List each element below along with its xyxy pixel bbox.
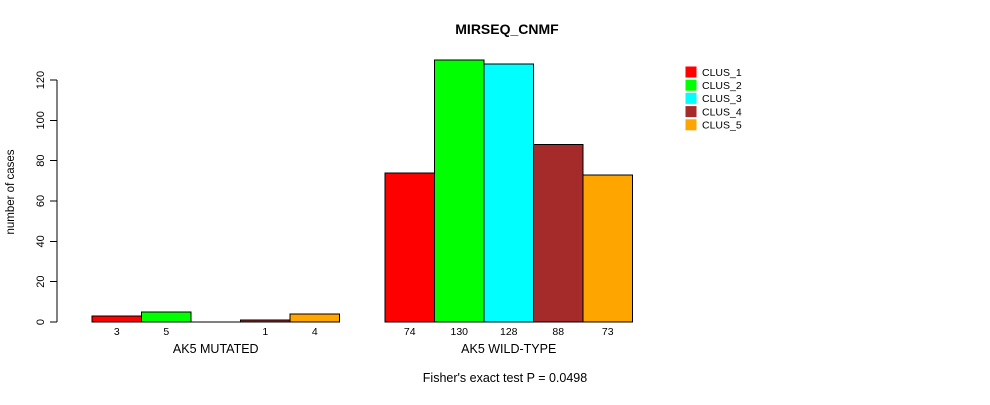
bar-value-label: 130 — [450, 326, 468, 338]
y-tick-label: 40 — [35, 235, 47, 247]
bar-clus-1 — [384, 172, 435, 323]
bar-value-label: 74 — [404, 326, 416, 338]
y-tick-label: 60 — [35, 195, 47, 207]
fisher-test-annotation: Fisher's exact test P = 0.0498 — [423, 371, 587, 385]
legend-swatch-clus-5 — [685, 119, 697, 131]
group-label: AK5 MUTATED — [173, 342, 259, 356]
bar-clus-2 — [434, 59, 485, 323]
x-axis-group-labels: AK5 MUTATED AK5 WILD-TYPE — [173, 342, 556, 356]
y-axis-label: number of cases — [5, 149, 17, 234]
legend-label: CLUS_2 — [702, 80, 742, 92]
legend-swatch-clus-4 — [685, 106, 697, 118]
legend-label: CLUS_1 — [702, 67, 742, 79]
legend-label: CLUS_5 — [702, 120, 742, 132]
bar-series — [91, 59, 633, 323]
legend-label: CLUS_3 — [702, 93, 742, 105]
y-axis: 0 20 40 60 80 100 120 — [35, 71, 58, 325]
bar-value-labels: 3 5 1 4 74 130 128 88 73 — [114, 326, 614, 338]
group-label: AK5 WILD-TYPE — [461, 342, 556, 356]
bar-value-label: 128 — [500, 326, 518, 338]
bar-clus-3 — [483, 63, 534, 323]
bar-clus-2 — [141, 311, 192, 323]
bar-clus-5 — [582, 174, 633, 323]
bar-clus-5 — [289, 313, 340, 323]
bar-clus-4 — [240, 319, 291, 323]
bar-clus-4 — [533, 144, 584, 323]
legend-swatch-clus-3 — [685, 92, 697, 104]
bar-clus-1 — [91, 315, 142, 323]
y-tick-label: 80 — [35, 155, 47, 167]
y-tick-label: 100 — [35, 111, 47, 129]
legend-swatch-clus-1 — [685, 66, 697, 78]
chart-title: MIRSEQ_CNMF — [455, 21, 559, 37]
bar-value-label: 73 — [602, 326, 614, 338]
y-tick-label: 120 — [35, 71, 47, 89]
y-tick-label: 20 — [35, 276, 47, 288]
bar-value-label: 3 — [114, 326, 120, 338]
bar-value-label: 5 — [163, 326, 169, 338]
legend-swatch-clus-2 — [685, 79, 697, 91]
bar-value-label: 1 — [262, 326, 268, 338]
bar-value-label: 88 — [552, 326, 564, 338]
bar-value-label: 4 — [312, 326, 318, 338]
legend-label: CLUS_4 — [702, 106, 742, 118]
y-tick-label: 0 — [35, 319, 47, 325]
